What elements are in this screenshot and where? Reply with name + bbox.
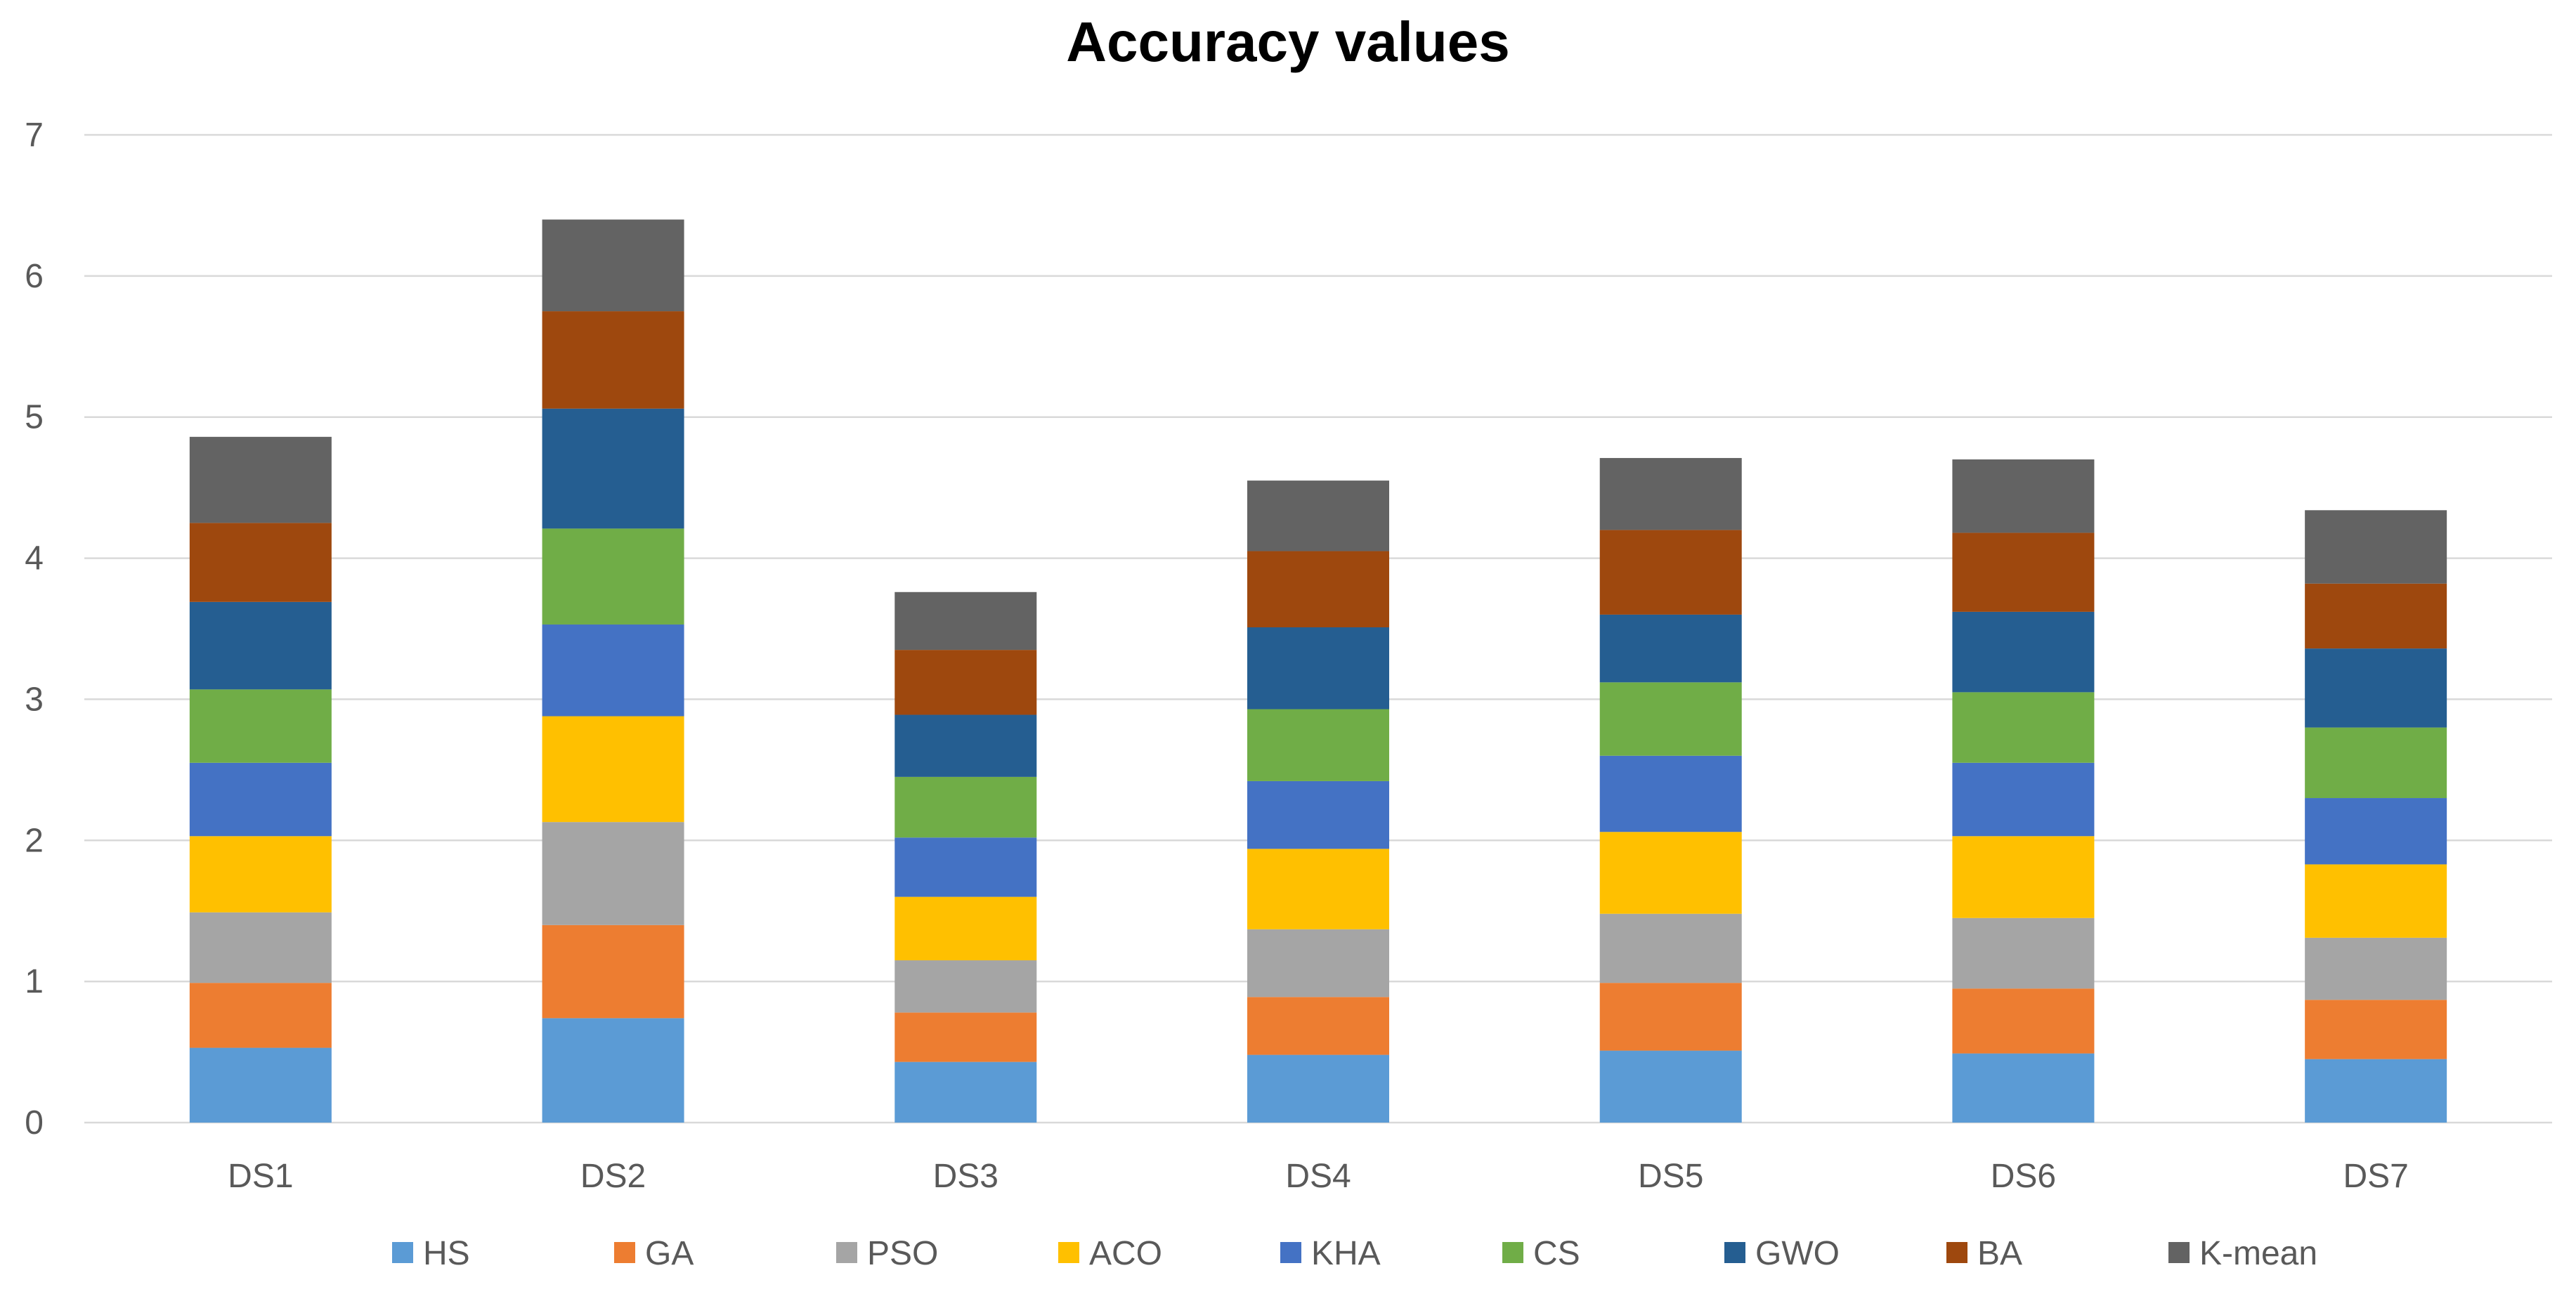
bar-segment-ds6-ga — [1952, 988, 2095, 1054]
legend-label-pso: PSO — [867, 1235, 938, 1272]
x-tick-label-ds5: DS5 — [1638, 1158, 1703, 1195]
bar-segment-ds6-k-mean — [1952, 459, 2095, 533]
bar-segment-ds2-ba — [542, 311, 684, 409]
bar-segment-ds6-cs — [1952, 692, 2095, 763]
legend-label-aco: ACO — [1089, 1235, 1162, 1272]
bar-segment-ds2-cs — [542, 528, 684, 625]
bar-segment-ds5-ba — [1599, 530, 1742, 615]
bar-segment-ds6-kha — [1952, 762, 2095, 837]
bar-segment-ds1-aco — [189, 836, 332, 913]
bar-segment-ds7-kha — [2305, 798, 2447, 865]
bar-segment-ds5-gwo — [1599, 614, 1742, 683]
bar-segment-ds7-pso — [2305, 937, 2447, 1000]
bar-segment-ds3-k-mean — [895, 592, 1037, 651]
bar-segment-ds3-pso — [895, 960, 1037, 1013]
bar-segment-ds4-kha — [1247, 780, 1389, 849]
legend-label-kha: KHA — [1311, 1235, 1381, 1272]
bar-segment-ds4-cs — [1247, 709, 1389, 781]
bar-segment-ds4-hs — [1247, 1054, 1389, 1123]
bar-segment-ds6-aco — [1952, 836, 2095, 918]
bar-segment-ds3-cs — [895, 776, 1037, 838]
legend-label-ga: GA — [645, 1235, 694, 1272]
bar-segment-ds4-k-mean — [1247, 481, 1389, 551]
y-tick-label-3: 3 — [25, 681, 44, 718]
y-tick-label-0: 0 — [25, 1104, 44, 1142]
bar-segment-ds7-k-mean — [2305, 510, 2447, 584]
legend-label-hs: HS — [423, 1235, 470, 1272]
bar-segment-ds5-k-mean — [1599, 457, 1742, 530]
bar-segment-ds4-pso — [1247, 929, 1389, 998]
bar-segment-ds1-k-mean — [189, 436, 332, 523]
bar-segment-ds4-aco — [1247, 849, 1389, 929]
bar-segment-ds1-hs — [189, 1047, 332, 1123]
chart-title: Accuracy values — [1066, 11, 1510, 73]
bar-segment-ds3-ba — [895, 650, 1037, 715]
bar-segment-ds2-k-mean — [542, 219, 684, 312]
bar-segment-ds5-cs — [1599, 682, 1742, 756]
bar-segment-ds7-ga — [2305, 1000, 2447, 1059]
x-tick-label-ds6: DS6 — [1991, 1158, 2056, 1195]
bar-segment-ds5-aco — [1599, 832, 1742, 914]
bar-segment-ds2-hs — [542, 1018, 684, 1123]
bar-segment-ds1-ba — [189, 523, 332, 602]
bar-segment-ds7-aco — [2305, 864, 2447, 938]
bar-segment-ds1-pso — [189, 912, 332, 983]
bar-segment-ds7-gwo — [2305, 648, 2447, 728]
bar-segment-ds7-hs — [2305, 1059, 2447, 1123]
legend-label-k-mean: K-mean — [2199, 1235, 2317, 1272]
bar-segment-ds7-cs — [2305, 727, 2447, 799]
bar-segment-ds6-hs — [1952, 1053, 2095, 1123]
bar-segment-ds4-ba — [1247, 551, 1389, 627]
bar-segment-ds4-ga — [1247, 997, 1389, 1055]
x-tick-label-ds2: DS2 — [580, 1158, 646, 1195]
x-tick-label-ds4: DS4 — [1285, 1158, 1351, 1195]
bar-segment-ds3-gwo — [895, 714, 1037, 777]
bar-segment-ds6-gwo — [1952, 611, 2095, 693]
bar-segment-ds1-kha — [189, 762, 332, 837]
x-tick-label-ds3: DS3 — [933, 1158, 998, 1195]
bar-segment-ds5-kha — [1599, 755, 1742, 832]
bar-segment-ds3-ga — [895, 1012, 1037, 1062]
bar-segment-ds1-gwo — [189, 601, 332, 690]
y-tick-label-7: 7 — [25, 117, 44, 154]
bar-segment-ds1-ga — [189, 983, 332, 1048]
y-tick-label-2: 2 — [25, 822, 44, 859]
bar-segment-ds7-ba — [2305, 583, 2447, 649]
bar-segment-ds3-kha — [895, 837, 1037, 897]
legend-label-ba: BA — [1977, 1235, 2022, 1272]
bar-segment-ds5-ga — [1599, 983, 1742, 1051]
legend-label-gwo: GWO — [1755, 1235, 1840, 1272]
bar-segment-ds1-cs — [189, 689, 332, 763]
legend-swatch-cs — [1502, 1242, 1523, 1263]
bar-segment-ds2-pso — [542, 822, 684, 925]
legend-swatch-gwo — [1724, 1242, 1745, 1263]
bar-segment-ds5-pso — [1599, 913, 1742, 983]
legend-swatch-ba — [1946, 1242, 1967, 1263]
y-tick-label-5: 5 — [25, 399, 44, 436]
bar-segment-ds6-ba — [1952, 532, 2095, 612]
y-tick-label-6: 6 — [25, 258, 44, 295]
bar-segment-ds2-kha — [542, 624, 684, 717]
x-tick-label-ds1: DS1 — [228, 1158, 293, 1195]
bar-segment-ds5-hs — [1599, 1050, 1742, 1123]
bar-segment-ds3-hs — [895, 1061, 1037, 1123]
bar-segment-ds2-aco — [542, 716, 684, 823]
legend-swatch-k-mean — [2168, 1242, 2190, 1263]
bar-segment-ds6-pso — [1952, 917, 2095, 989]
y-tick-label-4: 4 — [25, 540, 44, 577]
legend-label-cs: CS — [1533, 1235, 1580, 1272]
legend-swatch-pso — [836, 1242, 857, 1263]
bar-segment-ds2-ga — [542, 924, 684, 1019]
bar-segment-ds4-gwo — [1247, 627, 1389, 710]
legend-swatch-aco — [1058, 1242, 1079, 1263]
bar-segment-ds3-aco — [895, 896, 1037, 961]
legend-swatch-hs — [392, 1242, 413, 1263]
bar-segment-ds2-gwo — [542, 408, 684, 529]
x-tick-label-ds7: DS7 — [2343, 1158, 2408, 1195]
legend-swatch-ga — [614, 1242, 635, 1263]
legend-swatch-kha — [1280, 1242, 1301, 1263]
y-tick-label-1: 1 — [25, 963, 44, 1000]
